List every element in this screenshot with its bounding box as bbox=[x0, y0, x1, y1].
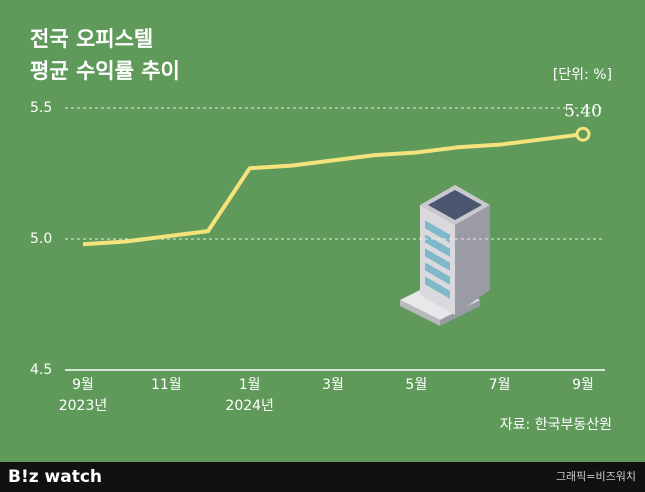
x-tick-label: 7월 bbox=[489, 377, 511, 393]
footer-bar bbox=[0, 462, 645, 492]
x-year-label: 2023년 bbox=[59, 398, 108, 414]
chart-title: 전국 오피스텔 bbox=[30, 27, 153, 51]
value-label: 5.40 bbox=[564, 102, 602, 122]
brand-logo: B!z watch bbox=[8, 467, 102, 487]
x-tick-label: 9월 bbox=[72, 377, 94, 393]
x-tick-label: 11월 bbox=[151, 377, 182, 393]
y-tick-label: 4.5 bbox=[30, 362, 52, 378]
x-tick-label: 5월 bbox=[405, 377, 427, 393]
source: 자료: 한국부동산원 bbox=[500, 417, 612, 433]
x-tick-label: 3월 bbox=[322, 377, 344, 393]
x-tick-label: 9월 bbox=[572, 377, 594, 393]
x-year-label: 2024년 bbox=[225, 398, 274, 414]
building-illustration bbox=[400, 185, 490, 326]
y-tick-label: 5.0 bbox=[30, 231, 52, 247]
data-line bbox=[82, 132, 584, 247]
end-point bbox=[575, 126, 591, 142]
y-tick-label: 5.5 bbox=[30, 100, 52, 116]
chart-title: 평균 수익률 추이 bbox=[30, 59, 180, 83]
x-tick-label: 1월 bbox=[239, 377, 261, 393]
credit: 그래픽=비즈워치 bbox=[556, 470, 636, 483]
unit-label: [단위: %] bbox=[553, 67, 612, 83]
